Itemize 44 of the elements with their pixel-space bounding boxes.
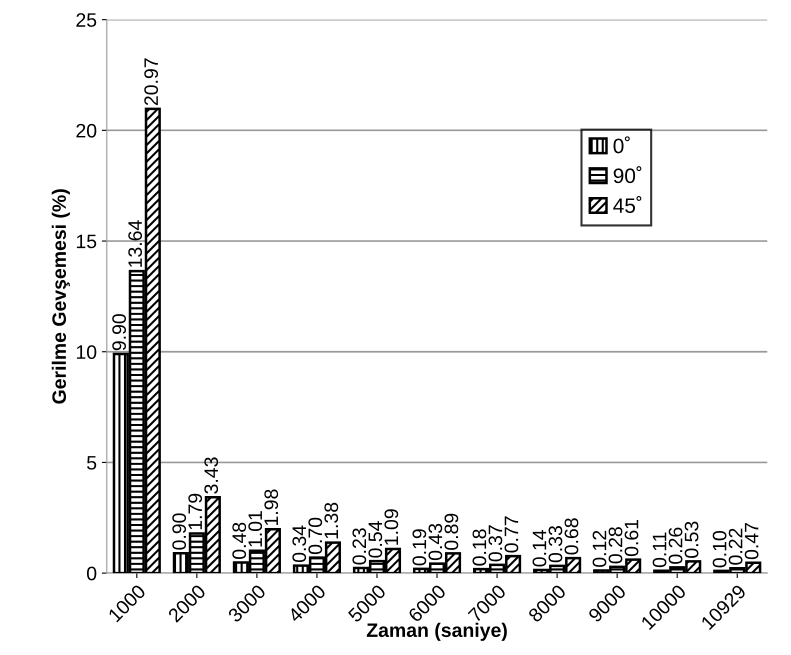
data-label: 1.01	[248, 511, 262, 547]
data-label: 0.77	[504, 516, 518, 553]
data-label: 0.47	[744, 523, 758, 560]
legend-label: 90˚	[614, 166, 642, 184]
data-label: 0.68	[564, 518, 578, 555]
y-tick-label: 10	[76, 345, 96, 359]
y-tick-label: 0	[87, 566, 96, 580]
data-label: 1.79	[188, 494, 202, 530]
data-label: 3.43	[204, 457, 218, 494]
data-label: 0.61	[624, 520, 638, 556]
data-label: 0.89	[444, 514, 458, 550]
data-label: 1.09	[384, 509, 398, 545]
y-tick-label: 15	[76, 234, 96, 248]
data-label: 0.19	[412, 529, 426, 566]
data-label: 0.23	[352, 528, 366, 564]
data-label: 0.18	[472, 529, 486, 566]
data-label: 0.33	[548, 526, 562, 562]
data-label: 13.64	[128, 220, 142, 267]
y-axis-title: Gerilme Gevşemesi (%)	[52, 189, 70, 404]
data-label: 1.98	[264, 490, 278, 526]
data-label: 0.70	[308, 518, 322, 554]
data-label: 0.14	[532, 530, 546, 566]
data-label: 0.48	[232, 522, 246, 559]
data-label: 0.37	[488, 525, 502, 562]
y-tick-label: 5	[87, 456, 96, 470]
legend-label: 0˚	[614, 136, 630, 154]
data-label: 20.97	[144, 58, 158, 106]
data-label: 0.53	[684, 522, 698, 558]
data-label: 0.22	[728, 528, 742, 565]
data-label: 0.10	[712, 531, 726, 568]
data-label: 9.90	[112, 314, 126, 350]
y-tick-label: 20	[76, 124, 96, 138]
data-label: 1.38	[324, 502, 338, 538]
y-tick-label: 25	[76, 13, 96, 27]
data-label: 0.28	[608, 527, 622, 564]
data-label: 0.11	[652, 532, 666, 568]
x-axis-title: Zaman (saniye)	[366, 622, 507, 641]
data-label: 0.34	[292, 526, 306, 562]
data-label: 0.26	[668, 528, 682, 564]
data-label: 0.54	[368, 521, 382, 558]
data-label: 0.90	[172, 513, 186, 550]
data-label: 0.12	[592, 530, 606, 567]
data-label: 0.43	[428, 524, 442, 560]
legend-label: 45˚	[613, 196, 642, 214]
